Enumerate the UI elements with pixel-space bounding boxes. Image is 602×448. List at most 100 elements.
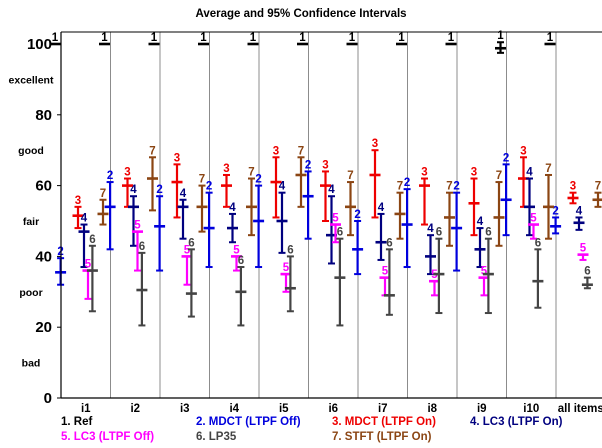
series-id-label: 6 [436, 227, 442, 239]
error-bar: 2 [401, 177, 413, 269]
series-id-label: 6 [386, 237, 392, 249]
error-bar: 5 [528, 213, 539, 240]
error-bar: 3 [72, 195, 84, 230]
error-bar: 5 [231, 244, 242, 272]
series-id-label: 3 [223, 163, 229, 175]
error-bar: 3 [270, 145, 282, 219]
error-bar: 4 [276, 181, 288, 254]
series-id-label: 5 [134, 220, 141, 232]
category-label: all items [558, 403, 602, 415]
series-id-label: 2 [255, 174, 261, 186]
y-tick-label: 20 [35, 319, 52, 336]
quality-label: excellent [9, 74, 54, 86]
series-id-label: 7 [199, 174, 205, 186]
series-id-label: 2 [404, 177, 410, 189]
category-label: i10 [523, 403, 539, 415]
error-bar: 1 [445, 32, 457, 46]
category-label: i7 [378, 403, 388, 415]
error-bar: 2 [550, 205, 562, 235]
series-id-label: 6 [139, 241, 145, 253]
error-bar: 6 [86, 234, 98, 313]
error-bar: 5 [577, 243, 589, 261]
category-label: i4 [229, 403, 239, 415]
series-id-label: 6 [485, 227, 491, 239]
series-id-label: 6 [337, 227, 343, 239]
series-id-label: 5 [283, 262, 290, 274]
error-bar: 3 [221, 163, 232, 208]
series-id-label: 1 [52, 32, 59, 44]
series-id-label: 3 [124, 167, 130, 179]
error-bar: 7 [543, 163, 554, 240]
series-id-label: 2 [354, 209, 360, 221]
series-id-label: 6 [287, 244, 293, 256]
series-id-label: 6 [584, 266, 590, 278]
category-label: i1 [81, 403, 91, 415]
y-tick-label: 0 [44, 390, 52, 407]
series-id-label: 7 [496, 170, 502, 182]
error-bar: 4 [128, 184, 139, 247]
series-id-label: 3 [372, 138, 378, 150]
error-bar: 7 [345, 170, 356, 237]
series-id-label: 7 [100, 188, 106, 200]
error-bar: 4 [227, 202, 238, 244]
series-id-label: 4 [81, 213, 88, 225]
error-bar: 3 [369, 138, 381, 219]
error-bar: 7 [196, 174, 208, 233]
series-id-label: 4 [576, 205, 583, 217]
error-bar: 4 [474, 216, 486, 269]
error-bar: 4 [177, 188, 189, 240]
error-bar: 5 [132, 220, 143, 272]
series-id-label: 3 [322, 159, 328, 171]
series-id-label: 2 [503, 152, 509, 164]
series-id-label: 3 [421, 167, 427, 179]
error-bar: 6 [482, 227, 494, 315]
series-id-label: 3 [273, 145, 279, 157]
series-id-label: 5 [580, 243, 587, 255]
error-bar: 7 [147, 145, 158, 212]
error-bar: 6 [433, 227, 445, 315]
series-id-label: 5 [85, 259, 92, 271]
series-id-label: 4 [378, 202, 385, 214]
error-bar: 7 [246, 167, 257, 237]
error-bar: 2 [302, 159, 314, 240]
quality-label: good [18, 145, 44, 157]
error-bar: 2 [352, 209, 364, 276]
category-label: i9 [477, 403, 487, 415]
series-id-label: 3 [520, 145, 526, 157]
series-id-label: 2 [305, 159, 311, 171]
error-bar: 3 [171, 152, 183, 219]
category-label: i2 [130, 403, 140, 415]
series-id-label: 5 [184, 244, 191, 256]
error-bar: 1 [396, 32, 407, 46]
series-id-label: 5 [233, 244, 240, 256]
axis-layer: 0 20 40 60 80 100 bad poor fair good excellent i1 i2… [9, 31, 602, 415]
series-id-label: 2 [156, 184, 162, 196]
quality-label: poor [19, 287, 42, 299]
error-bar: 4 [78, 213, 90, 269]
quality-label: bad [22, 358, 41, 370]
y-tick-label: 40 [35, 248, 52, 265]
series-id-label: 4 [279, 181, 286, 193]
error-bar: 1 [297, 32, 308, 46]
category-label: i6 [328, 403, 338, 415]
error-bar: 4 [375, 202, 387, 261]
series-id-label: 4 [526, 167, 533, 179]
series-id-label: 7 [545, 163, 551, 175]
error-bar: 2 [253, 174, 265, 269]
series-id-label: 2 [107, 170, 113, 182]
series-id-label: 2 [552, 205, 558, 217]
error-bar: 4 [573, 205, 585, 231]
series-id-label: 7 [248, 167, 254, 179]
error-bar: 6 [185, 237, 197, 318]
series-layer: 1111111111122222222222333333333334444444… [49, 30, 602, 327]
quality-label: fair [23, 216, 39, 228]
series-id-label: 4 [477, 216, 484, 228]
series-id-label: 7 [298, 145, 304, 157]
series-id-label: 1 [497, 30, 504, 42]
series-id-label: 4 [229, 202, 236, 214]
error-bar: 4 [326, 184, 337, 265]
error-bar: 1 [148, 32, 160, 46]
error-bar: 6 [235, 255, 247, 327]
series-id-label: 4 [427, 223, 434, 235]
